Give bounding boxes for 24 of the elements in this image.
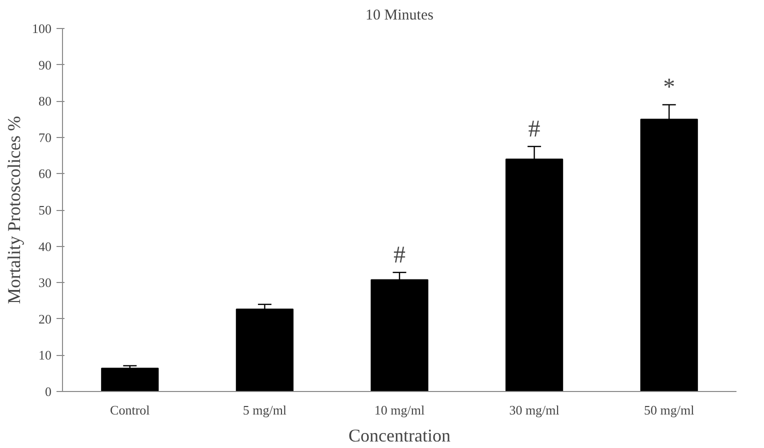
x-tick-label: 30 mg/ml <box>509 402 560 418</box>
x-tick-label: Control <box>110 402 150 418</box>
annotation: # <box>394 242 406 268</box>
x-tick-label: 10 mg/ml <box>374 402 425 418</box>
annotation: * <box>663 74 676 101</box>
x-tick-label: 50 mg/ml <box>644 402 695 418</box>
y-tick-label: 50 <box>38 202 52 218</box>
bar <box>101 368 159 392</box>
y-tick-label: 40 <box>38 238 52 254</box>
y-tick-label: 80 <box>38 94 52 109</box>
chart-title: 10 Minutes <box>366 8 434 24</box>
y-tick-label: 20 <box>38 311 52 326</box>
y-tick-label: 60 <box>38 166 52 182</box>
y-tick-label: 70 <box>38 130 52 145</box>
y-tick-label: 100 <box>32 21 52 36</box>
y-tick-label: 10 <box>38 348 52 363</box>
y-tick-label: 90 <box>38 57 52 72</box>
y-axis-title: Mortality Protoscolices % <box>4 116 24 304</box>
x-axis-title: Concentration <box>348 426 450 446</box>
annotation: # <box>528 116 540 142</box>
x-tick-label: 5 mg/ml <box>242 402 287 418</box>
y-tick-label: 30 <box>38 275 52 290</box>
bar <box>236 308 294 392</box>
y-tick-label: 0 <box>45 384 52 399</box>
